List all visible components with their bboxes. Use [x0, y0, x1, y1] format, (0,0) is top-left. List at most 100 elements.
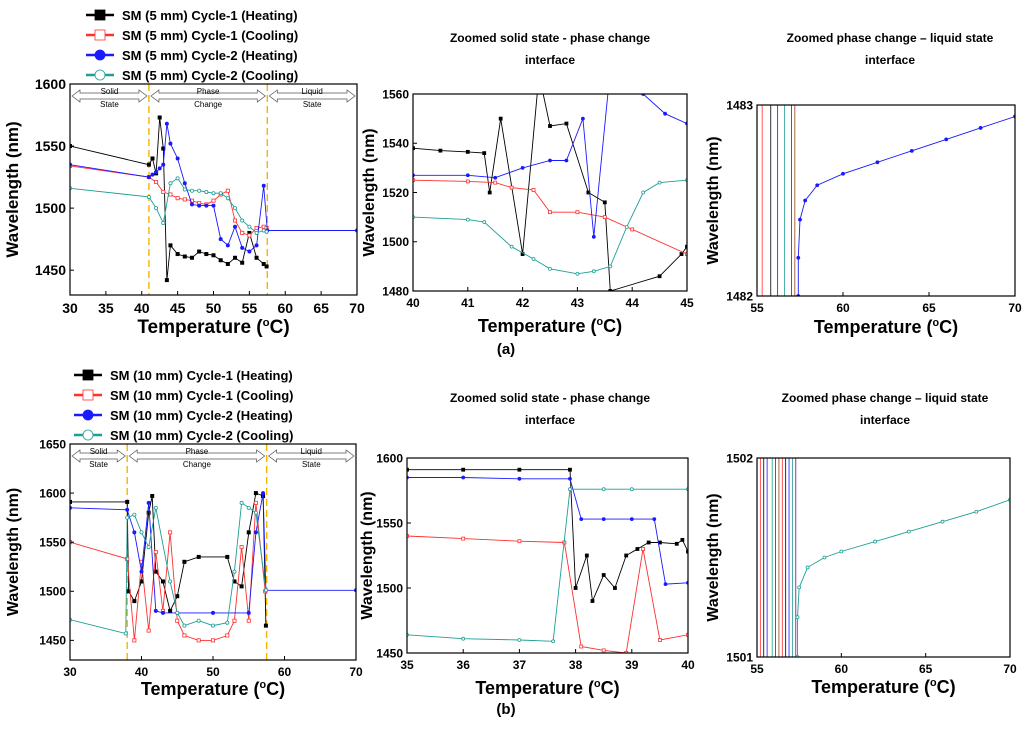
x-tick-label: 30: [63, 665, 77, 679]
series-line: [407, 488, 688, 642]
y-tick-label: 1600: [376, 451, 403, 465]
x-tick-label: 50: [206, 300, 222, 316]
data-point: [944, 137, 949, 142]
data-point: [132, 530, 137, 535]
region-label: Change: [194, 100, 223, 109]
data-point: [624, 651, 629, 653]
data-point: [218, 191, 223, 196]
plot-frame: [406, 457, 689, 654]
data-point: [564, 158, 569, 163]
x-tick-label: 70: [349, 300, 365, 316]
x-tick-label: 40: [134, 300, 150, 316]
x-tick-label: 38: [569, 658, 583, 672]
legend-marker: [94, 9, 106, 21]
data-point: [246, 610, 251, 615]
series-line: [797, 499, 1010, 657]
data-point: [146, 510, 151, 515]
region-arrow: [71, 449, 126, 463]
data-point: [641, 190, 646, 195]
data-point: [182, 254, 187, 259]
legend-marker: [94, 69, 106, 81]
data-point: [601, 487, 606, 492]
data-point: [182, 197, 187, 202]
legend-entry: SM (5 mm) Cycle-1 (Cooling): [86, 28, 298, 43]
chart-b-main: Solid State Phase Change Liquid State 30 40 50 60…: [5, 437, 363, 699]
legend-marker: [82, 369, 94, 381]
data-point: [465, 149, 470, 154]
data-point: [154, 170, 159, 175]
data-point: [940, 519, 945, 524]
data-point: [646, 540, 651, 545]
x-tick-label: 40: [681, 658, 695, 672]
x-axis-label: Temperature (oC): [811, 677, 955, 697]
data-point: [246, 618, 251, 623]
data-point: [263, 588, 268, 593]
data-point: [493, 180, 498, 185]
data-point: [247, 249, 252, 254]
data-point: [204, 252, 209, 257]
data-point: [602, 200, 607, 205]
series-2: [70, 163, 269, 238]
region-arrow: [268, 449, 355, 463]
region-label: State: [302, 460, 321, 469]
legend-entry: SM (10 mm) Cycle-2 (Cooling): [74, 428, 293, 443]
x-tick-label: 30: [62, 300, 78, 316]
data-point: [686, 549, 688, 554]
x-axis-label-part: o: [260, 679, 267, 691]
data-point: [239, 500, 244, 505]
data-point: [815, 183, 820, 188]
data-point: [233, 206, 238, 211]
y-tick-label: 1450: [376, 646, 403, 660]
data-point: [246, 530, 251, 535]
data-point: [482, 151, 487, 156]
data-point: [487, 190, 492, 195]
data-point: [168, 141, 173, 146]
data-point: [175, 610, 180, 615]
data-point: [225, 620, 230, 625]
data-point: [239, 545, 244, 550]
x-axis-label-part: Temperature (: [141, 679, 260, 699]
data-point: [517, 638, 522, 642]
chart-title: interface: [860, 413, 910, 427]
series-3: [407, 475, 688, 586]
data-point: [509, 244, 514, 249]
chart-a-zoom1: Zoomed solid state - phase change interfa…: [361, 31, 694, 336]
data-point: [613, 586, 617, 590]
data-point: [579, 644, 584, 649]
x-axis-label-part: Temperature (: [478, 316, 597, 336]
data-point: [125, 556, 130, 561]
data-point: [635, 547, 640, 551]
x-axis-label: Temperature (oC): [137, 317, 289, 338]
series-1: [796, 114, 1015, 296]
data-point: [240, 230, 245, 235]
data-point: [261, 491, 266, 496]
x-tick-label: 70: [1003, 662, 1017, 676]
data-point: [225, 261, 230, 266]
legend-label: SM (5 mm) Cycle-2 (Cooling): [122, 68, 298, 83]
legend-entry: SM (5 mm) Cycle-2 (Heating): [86, 48, 298, 63]
data-point: [663, 111, 667, 116]
data-point: [602, 215, 607, 220]
legend-marker: [94, 49, 106, 61]
data-point: [225, 196, 230, 201]
series-1: [70, 115, 269, 283]
data-point: [175, 176, 180, 181]
data-point: [482, 220, 487, 224]
series-2: [413, 178, 687, 256]
x-tick-label: 39: [625, 658, 639, 672]
legend-label: SM (5 mm) Cycle-1 (Cooling): [122, 28, 298, 43]
legend-label: SM (5 mm) Cycle-1 (Heating): [122, 8, 298, 23]
data-point: [679, 252, 684, 256]
data-point: [630, 227, 635, 232]
data-point: [132, 599, 137, 604]
legend-entry: SM (5 mm) Cycle-1 (Heating): [86, 8, 298, 23]
x-tick-label: 36: [457, 658, 471, 672]
data-point: [225, 554, 230, 559]
legend-label: SM (10 mm) Cycle-1 (Cooling): [110, 388, 293, 403]
series-4: [407, 487, 688, 644]
data-point: [657, 180, 662, 185]
data-point: [157, 166, 162, 171]
x-tick-label: 44: [626, 296, 640, 310]
legend-entry: SM (10 mm) Cycle-2 (Heating): [74, 408, 293, 423]
data-point: [125, 499, 130, 504]
